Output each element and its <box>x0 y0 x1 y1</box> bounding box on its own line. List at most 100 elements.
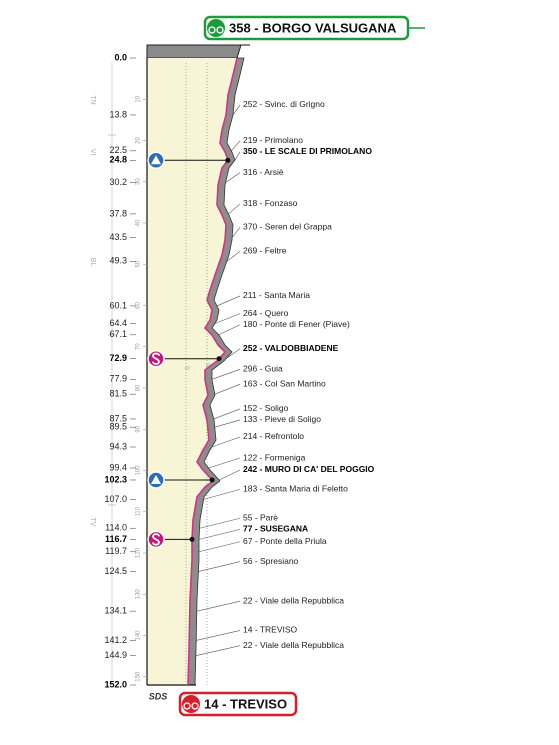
km-label: 49.3 <box>109 256 127 266</box>
icon-dot <box>216 356 222 362</box>
waypoint-label: 55 - Parè <box>243 513 278 523</box>
label-leader <box>198 561 241 572</box>
label-leader <box>218 324 241 336</box>
km-label: 124.5 <box>104 566 127 576</box>
km-tick-label: 90 <box>136 425 142 432</box>
label-leader <box>203 489 241 500</box>
km-label: 134.1 <box>104 606 127 616</box>
km-label: 67.1 <box>109 329 127 339</box>
profile-panel: 0 200 TN VI BL TV 10 20 30 40 50 60 70 80 90 100 110 120 1… <box>89 44 250 686</box>
km-tick-label: 20 <box>136 137 142 144</box>
credit: SDS <box>149 691 168 701</box>
waypoint-label: 219 - Primolano <box>243 135 303 145</box>
waypoint-label: 214 - Refrontolo <box>243 431 304 441</box>
waypoint-label: 252 - VALDOBBIADENE <box>243 343 339 353</box>
km-label: 81.5 <box>109 389 127 399</box>
km-label: 37.8 <box>109 208 127 218</box>
label-leader <box>231 140 241 152</box>
waypoint-label: 122 - Formeniga <box>243 452 306 462</box>
km-label: 72.9 <box>109 353 127 363</box>
icon-dot <box>189 536 195 542</box>
km-tick-label: 30 <box>136 178 142 185</box>
km-label: 116.7 <box>105 534 127 544</box>
waypoint-label: 183 - Santa Maria di Feletto <box>243 484 348 494</box>
province-label: BL <box>89 258 96 267</box>
km-tick-label: 150 <box>136 671 142 682</box>
km-label: 64.4 <box>109 318 127 328</box>
label-leader <box>198 541 241 553</box>
km-tick-label: 110 <box>136 506 142 516</box>
km-label: 107.0 <box>104 494 127 504</box>
kom-glyph <box>151 155 161 165</box>
label-leader <box>198 529 241 540</box>
km-tick-label: 120 <box>136 547 142 558</box>
finish-banner <box>178 691 298 717</box>
km-label: 94.3 <box>109 441 127 451</box>
start-icon-wheel <box>216 26 224 34</box>
province-label: VI <box>89 149 96 156</box>
label-leader <box>211 436 241 448</box>
label-leader <box>208 457 241 469</box>
terrain-fill <box>147 58 237 685</box>
waypoint-label: 242 - MURO DI CA' DEL POGGIO <box>243 464 375 474</box>
label-leader <box>232 104 241 116</box>
label-leader <box>231 227 241 238</box>
waypoint-label: 350 - LE SCALE DI PRIMOLANO <box>243 146 372 156</box>
start-icon-wheel <box>208 26 216 34</box>
waypoint-label: 264 - Quero <box>243 308 289 318</box>
km-label: 13.8 <box>109 109 127 119</box>
km-tick-label: 100 <box>136 465 142 476</box>
province-label: TV <box>89 518 96 527</box>
icon-dot <box>225 157 231 163</box>
start-title: 358 - BORGO VALSUGANA <box>229 20 397 35</box>
km-tick-label: 40 <box>136 219 142 226</box>
label-leader <box>228 203 241 215</box>
label-leader <box>234 151 241 161</box>
km-label: 119.7 <box>105 546 127 556</box>
label-leader <box>211 369 241 380</box>
label-leader <box>225 348 241 359</box>
waypoint-label: 163 - Col San Martino <box>243 378 326 388</box>
waypoint-label: 318 - Fonzaso <box>243 198 298 208</box>
km-label: 144.9 <box>104 650 127 660</box>
altitude-tick-label: 0 <box>186 366 192 370</box>
waypoint-label: 180 - Ponte di Fener (Piave) <box>243 319 350 329</box>
km-label: 89.5 <box>109 422 127 432</box>
waypoint-label: 152 - Soligo <box>243 403 289 413</box>
waypoint-label: 22 - Viale della Repubblica <box>243 640 344 650</box>
km-tick-label: 140 <box>136 630 142 641</box>
province-label: TN <box>89 95 96 104</box>
km-label: 152.0 <box>104 679 127 689</box>
waypoint-label: 77 - SUSEGANA <box>243 524 308 534</box>
kom-glyph <box>151 474 161 484</box>
km-label: 60.1 <box>109 300 127 310</box>
label-leader <box>225 172 241 183</box>
km-label: 141.2 <box>104 635 127 645</box>
km-label: 22.5 <box>109 145 127 155</box>
waypoint-label: 22 - Viale della Repubblica <box>243 595 344 605</box>
km-label: 102.3 <box>104 474 127 484</box>
label-leader <box>196 600 241 612</box>
km-tick-label: 50 <box>136 260 142 267</box>
waypoint-label: 14 - TREVISO <box>243 625 298 635</box>
km-tick-label: 70 <box>136 343 142 350</box>
km-tick-label: 60 <box>136 302 142 309</box>
km-tick-label: 130 <box>136 589 142 600</box>
km-label: 43.5 <box>109 232 127 242</box>
label-leader <box>216 295 241 307</box>
label-leader <box>199 517 241 529</box>
waypoint-label: 269 - Feltre <box>243 246 287 256</box>
km-label: 99.4 <box>109 462 127 472</box>
finish-icon-wheel <box>183 702 191 710</box>
km-tick-label: 10 <box>136 95 142 102</box>
km-label: 87.5 <box>109 413 127 423</box>
label-leader <box>218 469 241 481</box>
km-label: 24.8 <box>109 155 127 165</box>
label-leader <box>214 419 241 428</box>
waypoints: 0.0 13.8 252 - Svinc. di Grigno 22.5 219 - P… <box>104 52 374 689</box>
km-label: 114.0 <box>105 523 127 533</box>
altitude-tick-label: 200 <box>207 362 213 373</box>
km-label: 77.9 <box>109 374 127 384</box>
label-leader <box>214 383 241 395</box>
